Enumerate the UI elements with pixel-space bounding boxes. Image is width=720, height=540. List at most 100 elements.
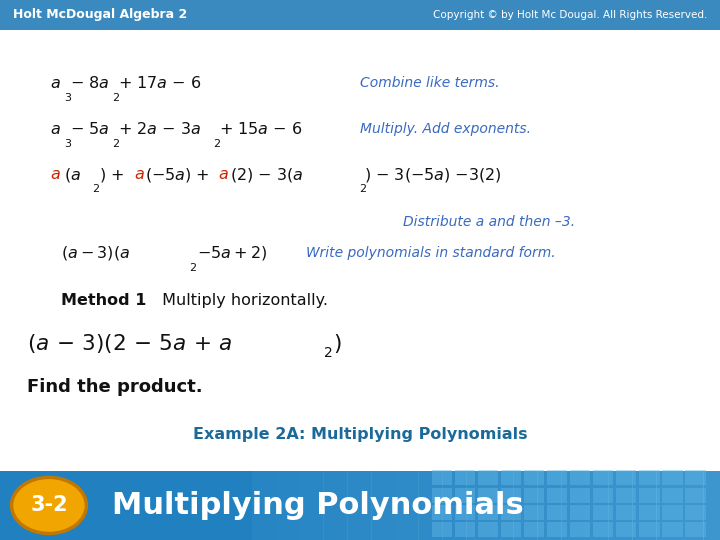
Text: $2$: $2$	[189, 261, 197, 273]
Bar	[432, 488, 452, 503]
Text: Multiplying Polynomials: Multiplying Polynomials	[112, 491, 523, 520]
Bar	[537, 471, 562, 540]
Bar	[570, 488, 590, 503]
Bar	[632, 471, 657, 540]
Bar	[570, 522, 590, 537]
Text: Holt McDougal Algebra 2: Holt McDougal Algebra 2	[13, 8, 187, 22]
Bar	[432, 470, 452, 485]
Text: $(a - 3)(a$: $(a - 3)(a$	[61, 244, 130, 262]
Bar	[616, 505, 636, 520]
Text: $a$: $a$	[50, 122, 61, 137]
Bar	[616, 522, 636, 537]
Bar	[662, 522, 683, 537]
Text: $a$: $a$	[218, 167, 229, 183]
Text: Multiply. Add exponents.: Multiply. Add exponents.	[360, 122, 531, 136]
Text: $a$: $a$	[134, 167, 145, 183]
Bar	[501, 505, 521, 520]
Text: Multiply horizontally.: Multiply horizontally.	[157, 293, 328, 308]
Bar	[524, 488, 544, 503]
Bar	[570, 505, 590, 520]
Text: $+$ $17a$ $-$ $6$: $+$ $17a$ $-$ $6$	[118, 75, 202, 91]
Bar	[685, 488, 706, 503]
Text: $2$: $2$	[213, 137, 221, 148]
Bar	[252, 471, 276, 540]
Bar	[656, 471, 680, 540]
Bar	[685, 505, 706, 520]
Bar	[662, 505, 683, 520]
Bar	[455, 470, 475, 485]
Bar	[639, 470, 660, 485]
Bar	[593, 522, 613, 537]
Bar	[593, 505, 613, 520]
Text: $(-5a)$ $+$: $(-5a)$ $+$	[145, 166, 210, 184]
Bar	[432, 505, 452, 520]
Bar	[0, 0, 720, 30]
Bar	[371, 471, 395, 540]
Text: $- 5a + 2)$: $- 5a + 2)$	[197, 244, 266, 262]
Text: $+$ $15a$ $-$ $6$: $+$ $15a$ $-$ $6$	[219, 121, 302, 137]
Bar	[501, 488, 521, 503]
Bar	[593, 488, 613, 503]
Bar	[662, 470, 683, 485]
Bar	[442, 471, 467, 540]
Bar	[455, 522, 475, 537]
Text: $)$ $-$ $3(-5a)$ $-3(2)$: $)$ $-$ $3(-5a)$ $-3(2)$	[364, 166, 502, 184]
Text: $a$: $a$	[50, 76, 61, 91]
Text: $-$ $8a$: $-$ $8a$	[70, 75, 109, 91]
Bar	[570, 470, 590, 485]
Bar	[685, 522, 706, 537]
Bar	[662, 488, 683, 503]
Text: $-$ $5a$: $-$ $5a$	[70, 121, 109, 137]
Bar	[680, 471, 704, 540]
Bar	[323, 471, 348, 540]
Bar	[432, 522, 452, 537]
Bar	[639, 488, 660, 503]
Text: $)$ $+$: $)$ $+$	[99, 166, 124, 184]
Text: $(a$ $-$ $3)(2$ $-$ $5a$ $+$ $a$: $(a$ $-$ $3)(2$ $-$ $5a$ $+$ $a$	[27, 333, 233, 355]
Text: $2$: $2$	[359, 183, 366, 194]
Bar	[0, 471, 720, 540]
Bar	[395, 471, 419, 540]
Bar	[455, 488, 475, 503]
Text: $3$: $3$	[64, 137, 72, 148]
Bar	[478, 488, 498, 503]
Bar	[561, 471, 585, 540]
Text: Copyright © by Holt Mc Dougal. All Rights Reserved.: Copyright © by Holt Mc Dougal. All Right…	[433, 10, 707, 20]
Bar	[524, 522, 544, 537]
Bar	[547, 488, 567, 503]
Bar	[418, 471, 443, 540]
Text: Combine like terms.: Combine like terms.	[360, 76, 500, 90]
Text: 3-2: 3-2	[30, 495, 68, 516]
Text: $2$: $2$	[112, 137, 120, 148]
Bar	[501, 522, 521, 537]
Bar	[276, 471, 300, 540]
Text: $2$: $2$	[323, 346, 332, 360]
Bar	[608, 471, 633, 540]
Bar	[547, 522, 567, 537]
Text: $(a$: $(a$	[64, 166, 81, 184]
Bar	[478, 522, 498, 537]
Bar	[685, 470, 706, 485]
Bar	[478, 505, 498, 520]
Bar	[616, 470, 636, 485]
Text: Write polynomials in standard form.: Write polynomials in standard form.	[306, 246, 556, 260]
Text: $+$ $2a$ $-$ $3a$: $+$ $2a$ $-$ $3a$	[118, 121, 201, 137]
Bar	[478, 470, 498, 485]
Bar	[490, 471, 514, 540]
Bar	[547, 470, 567, 485]
Bar	[593, 470, 613, 485]
Bar	[524, 505, 544, 520]
Ellipse shape	[12, 477, 86, 534]
Bar	[347, 471, 372, 540]
Bar	[639, 522, 660, 537]
Text: $(2)$ $-$ $3(a$: $(2)$ $-$ $3(a$	[230, 166, 303, 184]
Bar	[547, 505, 567, 520]
Bar	[639, 505, 660, 520]
Bar	[703, 471, 720, 540]
Bar	[501, 470, 521, 485]
Text: $2$: $2$	[112, 91, 120, 103]
Text: $2$: $2$	[92, 183, 100, 194]
Bar	[585, 471, 609, 540]
Bar	[466, 471, 490, 540]
Text: $3$: $3$	[64, 91, 72, 103]
